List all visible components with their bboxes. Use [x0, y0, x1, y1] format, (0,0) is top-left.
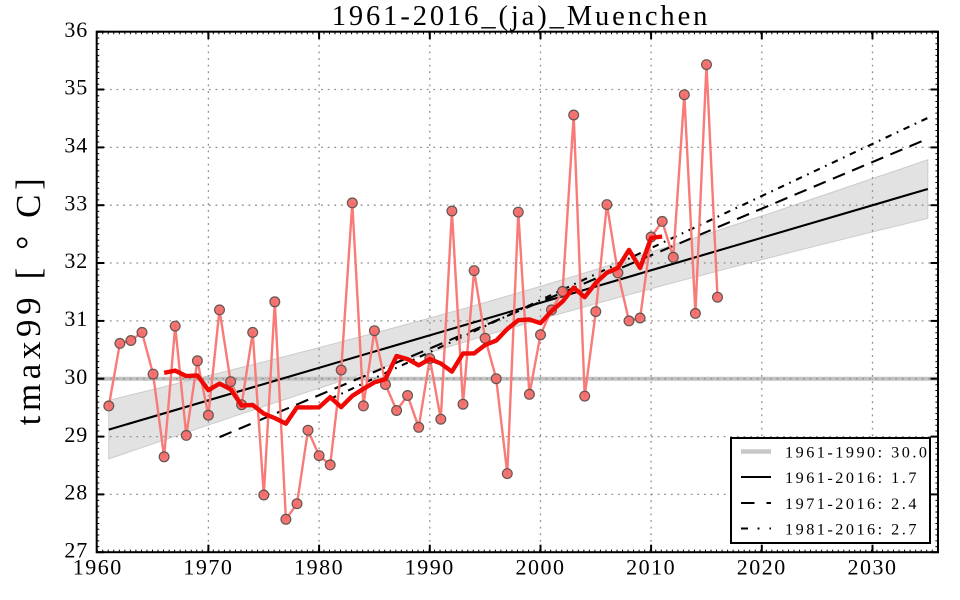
svg-text:2010: 2010	[626, 555, 676, 580]
svg-text:1961-1990: 30.0: 1961-1990: 30.0	[785, 444, 930, 462]
svg-text:2020: 2020	[737, 555, 787, 580]
svg-text:1960: 1960	[73, 555, 123, 580]
svg-text:32: 32	[64, 248, 88, 273]
svg-text:30: 30	[64, 364, 88, 389]
svg-text:1980: 1980	[294, 555, 344, 580]
svg-text:34: 34	[64, 133, 88, 158]
svg-text:33: 33	[64, 190, 88, 215]
svg-text:1961-2016_(ja)_Muenchen: 1961-2016_(ja)_Muenchen	[332, 1, 711, 32]
svg-text:31: 31	[64, 306, 88, 331]
svg-text:29: 29	[64, 422, 88, 447]
svg-text:1961-2016: 1.7: 1961-2016: 1.7	[785, 469, 919, 487]
svg-text:1971-2016: 2.4: 1971-2016: 2.4	[785, 495, 919, 513]
svg-text:2030: 2030	[848, 555, 898, 580]
svg-text:27: 27	[64, 537, 88, 562]
svg-text:35: 35	[64, 75, 88, 100]
svg-text:tmax99 [ ° C]: tmax99 [ ° C]	[9, 174, 48, 426]
svg-text:1990: 1990	[405, 555, 455, 580]
svg-text:1970: 1970	[183, 555, 233, 580]
svg-text:36: 36	[64, 17, 88, 42]
svg-text:2000: 2000	[516, 555, 566, 580]
svg-text:28: 28	[64, 480, 88, 505]
svg-text:1981-2016: 2.7: 1981-2016: 2.7	[785, 521, 919, 539]
